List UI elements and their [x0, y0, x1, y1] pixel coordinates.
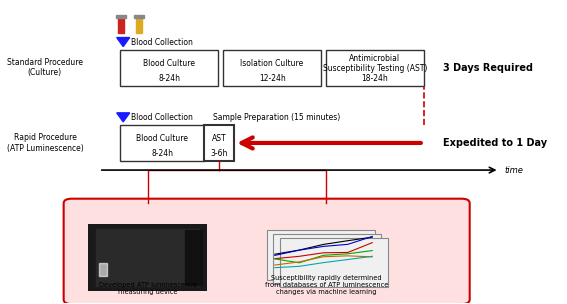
Bar: [118, 16, 124, 33]
Text: 8-24h: 8-24h: [151, 149, 174, 158]
FancyBboxPatch shape: [88, 224, 207, 291]
Text: Susceptibility rapidly determined
from databases of ATP luminescence
changes via: Susceptibility rapidly determined from d…: [265, 275, 388, 295]
FancyBboxPatch shape: [205, 125, 234, 161]
Text: 3-6h: 3-6h: [210, 149, 228, 158]
Text: Isolation Culture: Isolation Culture: [240, 59, 304, 68]
Text: Expedited to 1 Day: Expedited to 1 Day: [443, 138, 547, 148]
Bar: [136, 16, 142, 33]
FancyBboxPatch shape: [64, 199, 469, 304]
Text: Blood Collection: Blood Collection: [132, 113, 193, 122]
Bar: [134, 15, 144, 18]
Text: Blood Culture: Blood Culture: [137, 134, 188, 143]
Bar: [185, 230, 202, 285]
Polygon shape: [117, 113, 130, 122]
FancyBboxPatch shape: [121, 50, 218, 86]
Text: AST: AST: [212, 134, 227, 143]
Bar: [99, 264, 107, 275]
Text: 18-24h: 18-24h: [362, 74, 388, 83]
FancyBboxPatch shape: [273, 234, 382, 284]
Text: Sample Preparation (15 minutes): Sample Preparation (15 minutes): [213, 113, 340, 122]
FancyBboxPatch shape: [280, 237, 388, 287]
Text: Blood Culture: Blood Culture: [143, 59, 195, 68]
Text: 12-24h: 12-24h: [259, 74, 285, 83]
Text: Standard Procedure
(Culture): Standard Procedure (Culture): [7, 58, 83, 77]
Text: Blood Collection: Blood Collection: [132, 38, 193, 47]
FancyBboxPatch shape: [266, 230, 375, 280]
FancyBboxPatch shape: [121, 125, 205, 161]
Text: Antimicrobial
Susceptibility Testing (AST): Antimicrobial Susceptibility Testing (AS…: [323, 54, 427, 73]
Bar: [116, 15, 126, 18]
Bar: [96, 229, 199, 286]
Text: time: time: [505, 166, 524, 174]
FancyBboxPatch shape: [223, 50, 321, 86]
Text: 3 Days Required: 3 Days Required: [443, 63, 532, 73]
FancyBboxPatch shape: [326, 50, 424, 86]
Text: 8-24h: 8-24h: [158, 74, 180, 83]
Polygon shape: [117, 37, 130, 47]
Text: Rapid Procedure
(ATP Luminescence): Rapid Procedure (ATP Luminescence): [7, 133, 83, 153]
Text: Developed ATP luminescence
measuring device: Developed ATP luminescence measuring dev…: [99, 282, 197, 295]
